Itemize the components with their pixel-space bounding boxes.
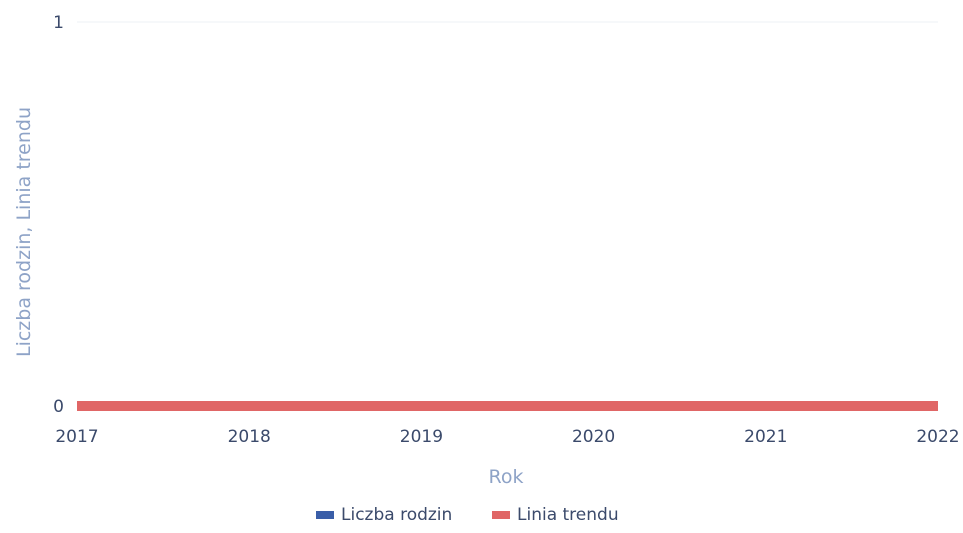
legend: Liczba rodzin Linia trendu <box>316 505 619 525</box>
y-tick-label: 0 <box>53 397 64 417</box>
y-axis-ticks: 01 <box>53 13 64 417</box>
y-axis-title: Liczba rodzin, Linia trendu <box>13 107 35 357</box>
legend-label: Liczba rodzin <box>341 505 452 525</box>
y-tick-label: 1 <box>53 13 64 33</box>
x-axis-ticks: 2017 2018 2019 2020 2021 2022 <box>55 427 959 447</box>
legend-label: Linia trendu <box>517 505 619 525</box>
x-tick-label: 2021 <box>744 427 787 447</box>
x-tick-label: 2017 <box>55 427 98 447</box>
x-tick-label: 2022 <box>916 427 959 447</box>
legend-item-liczba-rodzin: Liczba rodzin <box>316 505 452 525</box>
legend-swatch <box>316 511 334 519</box>
x-tick-label: 2019 <box>400 427 443 447</box>
x-axis-title: Rok <box>489 466 524 488</box>
x-tick-label: 2020 <box>572 427 615 447</box>
x-tick-label: 2018 <box>228 427 271 447</box>
legend-item-linia-trendu: Linia trendu <box>492 505 619 525</box>
legend-swatch <box>492 511 510 519</box>
